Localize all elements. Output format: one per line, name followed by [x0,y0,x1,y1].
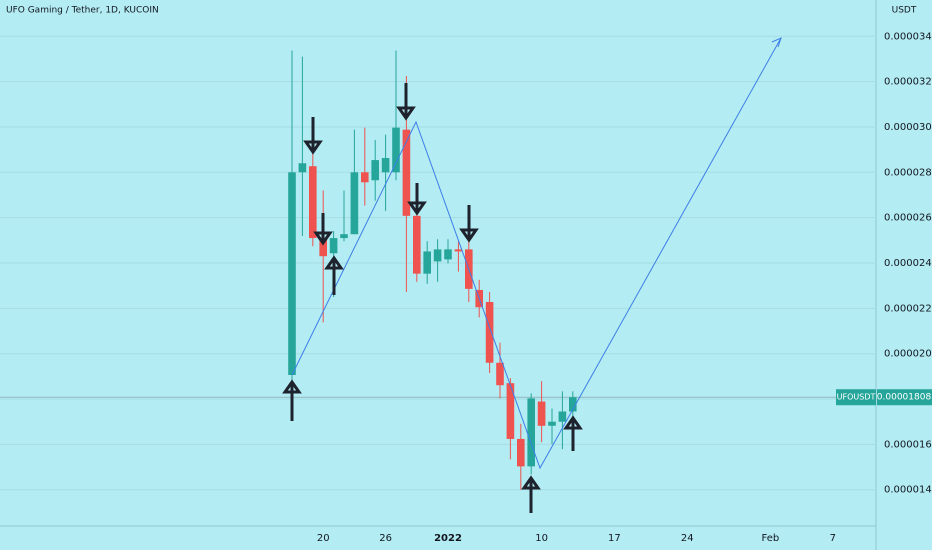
candle-body [506,383,515,439]
candle-body [496,362,504,386]
arrow-head [313,231,333,246]
candle-body [350,172,359,235]
candle-body [329,238,338,254]
candle-body [569,397,577,412]
y-tick-label: 0.00003000 [884,122,932,133]
candle-body [444,249,452,260]
trend-path [291,37,782,470]
x-tick-label: 26 [379,533,392,544]
y-tick-label: 0.00001400 [884,485,932,496]
candle-body [454,249,463,252]
x-tick-label: 10 [535,533,548,544]
arrow-head [563,415,583,430]
candle-body [548,421,556,426]
arrow-head [459,228,479,243]
candle-body [309,166,317,239]
candle-body [558,411,567,422]
x-tick-label: 7 [830,533,836,544]
symbol-label: UFOUSDT [837,393,876,402]
y-tick-label: 0.00002200 [884,303,932,314]
candle-body [485,301,494,363]
arrow-head [407,201,427,216]
candle-body [371,160,379,181]
price-label: 0.00001808 [877,393,932,403]
candle-body [361,172,369,183]
y-tick-label: 0.00002600 [884,213,932,224]
candle-body [413,215,421,274]
x-tick-label: 2022 [434,533,462,544]
y-tick-label: 0.00002000 [884,349,932,360]
candle-body [381,158,390,173]
drawings [291,37,782,470]
arrow-head [303,140,323,155]
y-tick-label: 0.00003400 [884,31,932,42]
x-tick-label: 24 [681,533,694,544]
y-tick-label: 0.00002400 [884,258,932,269]
y-tick-label: 0.00002800 [884,167,932,178]
candle-body [319,238,327,257]
candle-body [423,251,431,274]
candle-body [433,249,442,262]
axis-unit: USDT [892,6,917,16]
price-badge [877,389,932,406]
y-tick-label: 0.00003200 [884,77,932,88]
arrow-head [282,379,302,394]
candle-body [288,172,296,376]
candle-body [402,129,411,216]
candle-body [517,438,525,467]
arrow-head [396,106,416,121]
x-tick-label: Feb [762,533,780,544]
arrow-head [521,475,541,490]
candle-body [527,398,535,467]
candle-body [340,234,348,239]
arrow-head [324,255,344,270]
candle-body [298,163,307,173]
arrows [282,83,583,513]
candle-body [537,401,546,426]
symbol-badge [836,389,876,406]
y-tick-label: 0.00001600 [884,439,932,450]
x-tick-label: 17 [608,533,621,544]
candle-body [392,127,400,173]
trend-arrowhead [771,37,782,48]
x-tick-label: 20 [317,533,330,544]
chart-title: UFO Gaming / Tether, 1D, KUCOIN [6,6,159,16]
